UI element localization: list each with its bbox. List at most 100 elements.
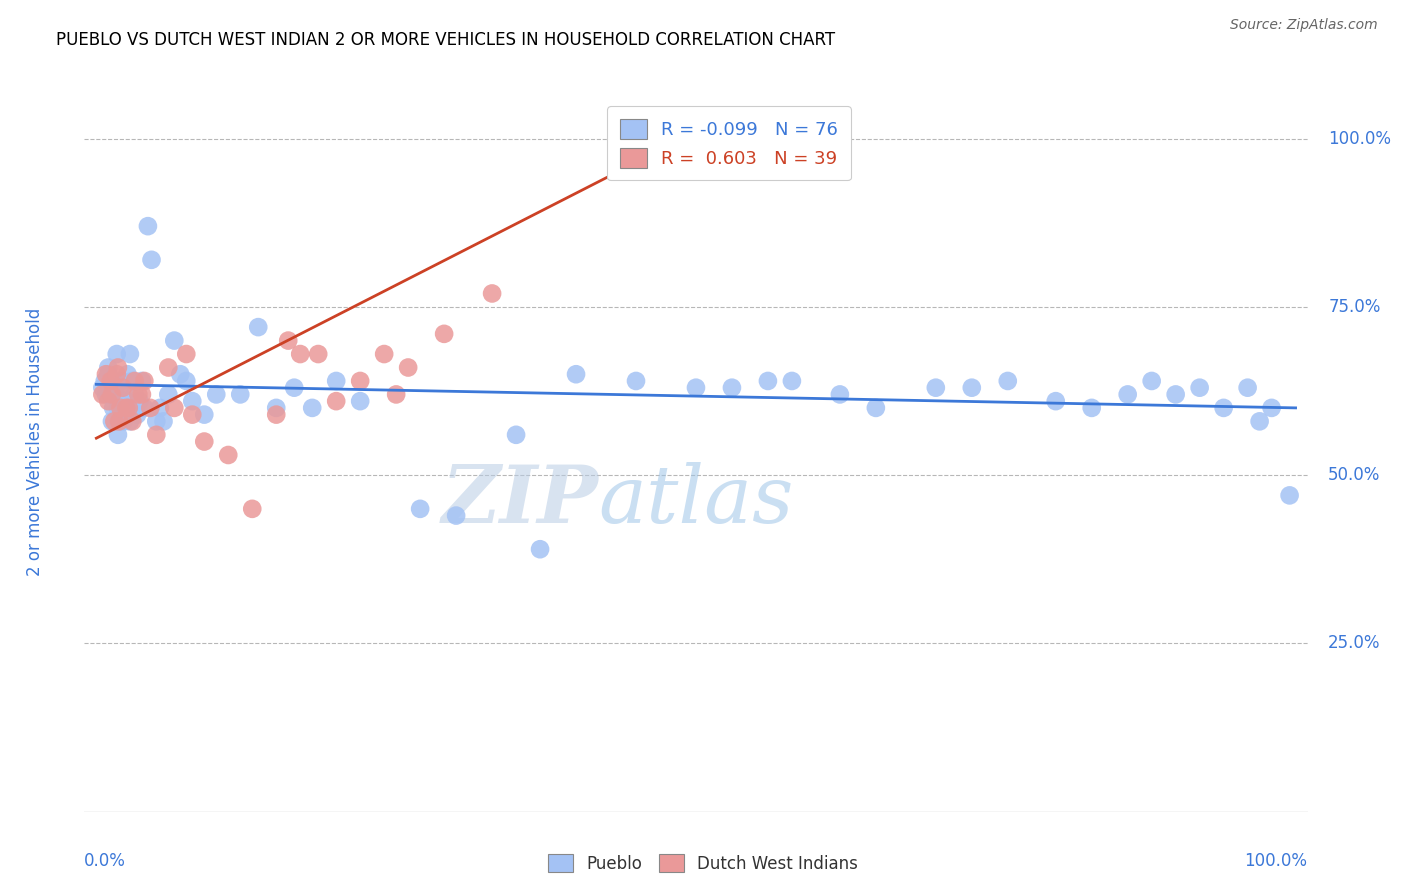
Point: [134, 401, 156, 415]
Point: [624, 374, 647, 388]
Point: [145, 414, 167, 428]
Point: [163, 401, 186, 415]
Point: [145, 427, 167, 442]
Point: [101, 387, 124, 401]
Point: [112, 414, 135, 428]
Point: [115, 401, 138, 415]
Point: [217, 448, 239, 462]
Point: [925, 381, 948, 395]
Text: ZIP: ZIP: [441, 462, 598, 540]
Point: [157, 360, 180, 375]
Point: [134, 374, 156, 388]
Point: [780, 374, 803, 388]
Point: [103, 374, 125, 388]
Point: [325, 374, 347, 388]
Point: [433, 326, 456, 341]
Point: [91, 381, 114, 395]
Point: [127, 408, 149, 422]
Point: [131, 374, 153, 388]
Point: [136, 219, 159, 234]
Point: [301, 401, 323, 415]
Point: [101, 401, 124, 415]
Point: [110, 374, 132, 388]
Point: [565, 368, 588, 382]
Point: [373, 347, 395, 361]
Point: [97, 360, 120, 375]
Point: [181, 394, 204, 409]
Legend: Pueblo, Dutch West Indians: Pueblo, Dutch West Indians: [541, 847, 865, 880]
Point: [101, 414, 124, 428]
Text: atlas: atlas: [598, 462, 793, 540]
Point: [193, 434, 215, 449]
Point: [1212, 401, 1234, 415]
Point: [1080, 401, 1102, 415]
Text: 100.0%: 100.0%: [1244, 853, 1308, 871]
Point: [349, 374, 371, 388]
Point: [481, 286, 503, 301]
Text: 75.0%: 75.0%: [1329, 298, 1381, 316]
Point: [114, 401, 136, 415]
Point: [104, 387, 127, 401]
Point: [240, 501, 263, 516]
Point: [247, 320, 270, 334]
Point: [1188, 381, 1211, 395]
Point: [229, 387, 252, 401]
Point: [181, 408, 204, 422]
Point: [141, 252, 163, 267]
Point: [444, 508, 467, 523]
Point: [396, 360, 419, 375]
Text: 25.0%: 25.0%: [1329, 634, 1381, 652]
Point: [97, 394, 120, 409]
Point: [115, 394, 138, 409]
Point: [997, 374, 1019, 388]
Point: [94, 368, 117, 382]
Point: [1260, 401, 1282, 415]
Point: [529, 542, 551, 557]
Point: [108, 414, 131, 428]
Point: [1116, 387, 1139, 401]
Legend: R = -0.099   N = 76, R =  0.603   N = 39: R = -0.099 N = 76, R = 0.603 N = 39: [607, 106, 851, 180]
Point: [124, 387, 146, 401]
Point: [105, 368, 128, 382]
Point: [107, 360, 129, 375]
Point: [1236, 381, 1258, 395]
Text: 2 or more Vehicles in Household: 2 or more Vehicles in Household: [27, 308, 45, 575]
Point: [107, 401, 129, 415]
Point: [149, 401, 172, 415]
Point: [163, 334, 186, 348]
Point: [110, 401, 132, 415]
Point: [756, 374, 779, 388]
Point: [97, 368, 120, 382]
Point: [1164, 387, 1187, 401]
Point: [277, 334, 299, 348]
Text: 0.0%: 0.0%: [84, 853, 127, 871]
Point: [174, 374, 197, 388]
Point: [174, 347, 197, 361]
Point: [118, 347, 141, 361]
Point: [205, 387, 228, 401]
Point: [152, 414, 174, 428]
Point: [103, 414, 125, 428]
Point: [193, 408, 215, 422]
Point: [100, 374, 122, 388]
Point: [672, 125, 695, 139]
Point: [110, 394, 132, 409]
Point: [721, 381, 744, 395]
Point: [325, 394, 347, 409]
Point: [110, 381, 132, 395]
Point: [157, 387, 180, 401]
Point: [409, 501, 432, 516]
Text: Source: ZipAtlas.com: Source: ZipAtlas.com: [1230, 18, 1378, 32]
Point: [105, 347, 128, 361]
Point: [960, 381, 983, 395]
Point: [124, 374, 146, 388]
Point: [1140, 374, 1163, 388]
Text: 50.0%: 50.0%: [1329, 467, 1381, 484]
Point: [93, 374, 117, 388]
Point: [117, 368, 139, 382]
Point: [1278, 488, 1301, 502]
Text: PUEBLO VS DUTCH WEST INDIAN 2 OR MORE VEHICLES IN HOUSEHOLD CORRELATION CHART: PUEBLO VS DUTCH WEST INDIAN 2 OR MORE VE…: [56, 31, 835, 49]
Point: [307, 347, 329, 361]
Point: [121, 414, 143, 428]
Point: [118, 401, 141, 415]
